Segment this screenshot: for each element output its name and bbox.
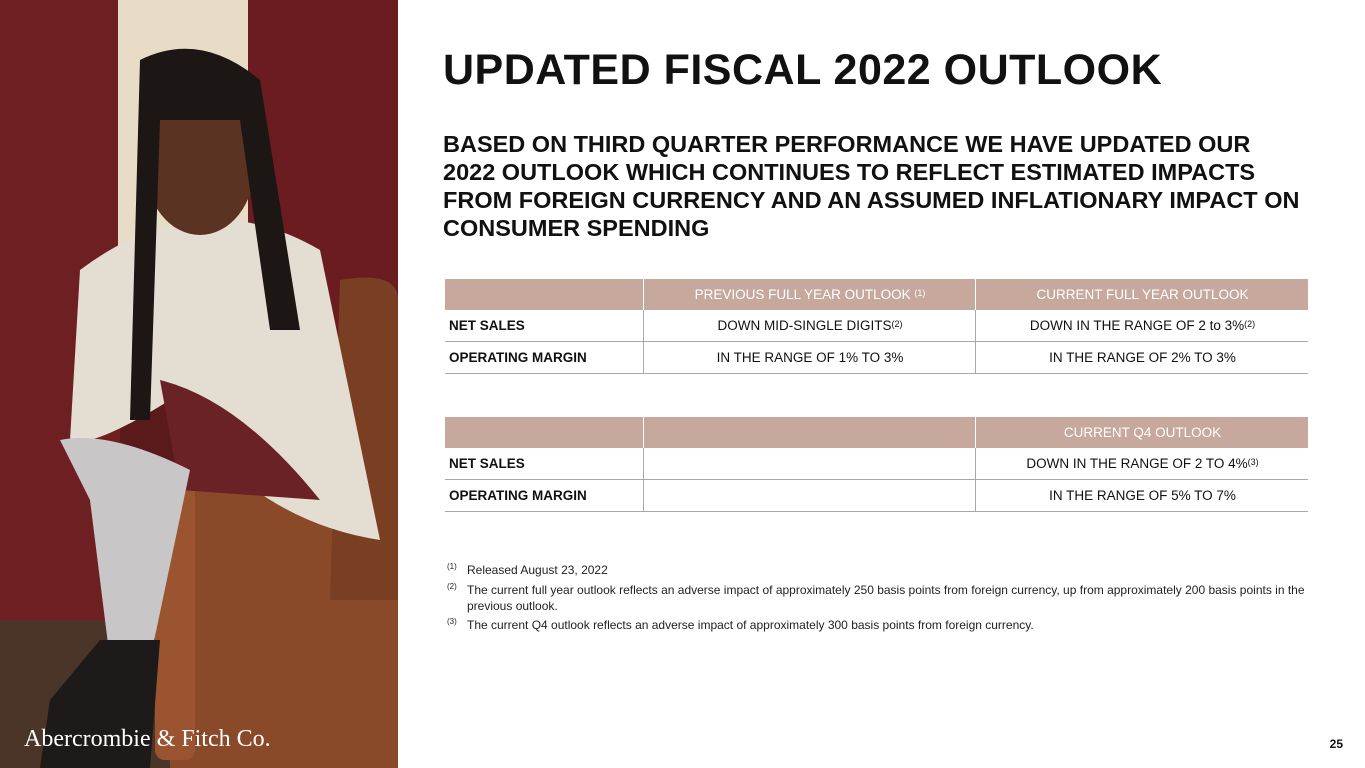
table-row: NET SALES DOWN IN THE RANGE OF 2 TO 4% (3… [445,448,1308,480]
page-number: 25 [1329,737,1343,751]
cell-text: DOWN IN THE RANGE OF 2 to 3% [1029,318,1245,333]
table-cell [643,480,976,511]
table-cell: IN THE RANGE OF 5% TO 7% [975,480,1309,511]
table-cell: IN THE RANGE OF 2% TO 3% [975,342,1309,373]
footnote-marker: (3) [447,617,457,626]
header-cell [445,417,643,448]
row-label: OPERATING MARGIN [449,488,587,503]
footnote: (3) The current Q4 outlook reflects an ad… [447,617,1307,633]
table-row: OPERATING MARGIN IN THE RANGE OF 1% TO 3… [445,342,1308,374]
brand-logo: Abercrombie & Fitch Co. [24,726,271,752]
footnote-text: The current full year outlook reflects a… [467,583,1305,613]
footnote-ref: (2) [1244,318,1256,329]
photo: Abercrombie & Fitch Co. [0,0,398,768]
footnote: (1) Released August 23, 2022 [447,562,1307,578]
footnote-marker: (2) [447,582,457,591]
footnote: (2) The current full year outlook reflect… [447,582,1307,614]
q4-table: CURRENT Q4 OUTLOOK NET SALES DOWN IN THE… [445,417,1308,512]
cell-text: IN THE RANGE OF 1% TO 3% [716,350,904,365]
table-header: PREVIOUS FULL YEAR OUTLOOK (1) CURRENT F… [445,279,1308,310]
header-cell: CURRENT FULL YEAR OUTLOOK [975,279,1309,310]
header-text: CURRENT Q4 OUTLOOK [1063,425,1222,440]
table-cell [643,448,976,479]
header-cell: CURRENT Q4 OUTLOOK [975,417,1309,448]
table-header: CURRENT Q4 OUTLOOK [445,417,1308,448]
row-label: NET SALES [449,456,525,471]
row-label: NET SALES [449,318,525,333]
footnote-ref: (2) [891,318,903,329]
footnote-ref: (1) [914,287,926,298]
table-row: NET SALES DOWN MID-SINGLE DIGITS (2) DOWN… [445,310,1308,342]
header-cell [445,279,643,310]
slide-title: UPDATED FISCAL 2022 OUTLOOK [443,46,1163,94]
cell-text: IN THE RANGE OF 2% TO 3% [1049,350,1236,365]
cell-text: DOWN MID-SINGLE DIGITS [717,318,892,333]
table-cell: DOWN IN THE RANGE OF 2 to 3% (2) [975,310,1309,341]
footnote-ref: (3) [1247,456,1259,467]
outlook-table: PREVIOUS FULL YEAR OUTLOOK (1) CURRENT F… [445,279,1308,374]
table-cell: IN THE RANGE OF 1% TO 3% [643,342,976,373]
header-cell: PREVIOUS FULL YEAR OUTLOOK (1) [643,279,976,310]
cell-text: IN THE RANGE OF 5% TO 7% [1049,488,1236,503]
table-cell: DOWN MID-SINGLE DIGITS (2) [643,310,976,341]
cell-text: DOWN IN THE RANGE OF 2 TO 4% [1026,456,1248,471]
footnote-text: Released August 23, 2022 [467,563,608,577]
row-label: OPERATING MARGIN [449,350,587,365]
header-text: CURRENT FULL YEAR OUTLOOK [1036,287,1249,302]
header-cell [643,417,976,448]
slide-subtitle: BASED ON THIRD QUARTER PERFORMANCE WE HA… [443,131,1300,241]
table-cell: DOWN IN THE RANGE OF 2 TO 4% (3) [975,448,1309,479]
header-text: PREVIOUS FULL YEAR OUTLOOK [694,287,911,302]
table-row: OPERATING MARGIN IN THE RANGE OF 5% TO 7… [445,480,1308,512]
footnote-text: The current Q4 outlook reflects an adver… [467,618,1034,632]
footnote-marker: (1) [447,562,457,571]
